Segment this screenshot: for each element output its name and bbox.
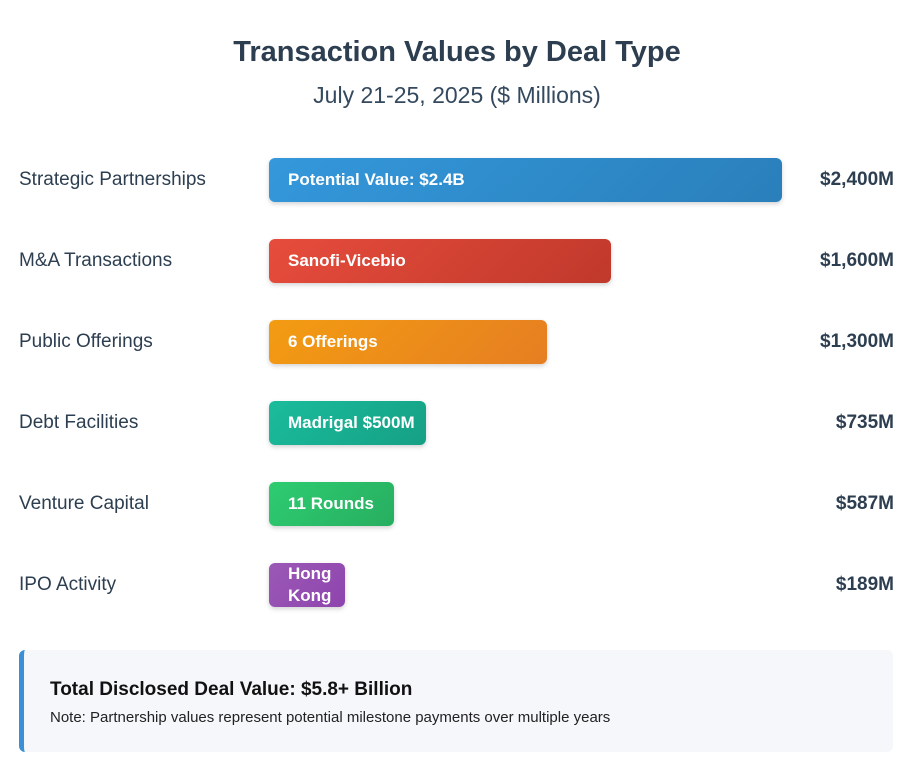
value-label: $587M [835, 493, 894, 514]
category-label: Venture Capital [19, 493, 149, 514]
bar: Hong Kong [269, 563, 345, 607]
bar-row: M&A Transactions Sanofi-Vicebio $1,600M [0, 239, 924, 283]
category-label: Strategic Partnerships [19, 169, 206, 190]
bar-label: Sanofi-Vicebio [288, 251, 406, 270]
bar: Madrigal $500M [269, 401, 426, 445]
category-label: Debt Facilities [19, 412, 139, 433]
summary-title: Total Disclosed Deal Value: $5.8+ Billio… [50, 679, 413, 700]
bar-label: 11 Rounds [288, 494, 374, 513]
value-label: $1,300M [820, 331, 894, 352]
bar-row: Debt Facilities Madrigal $500M $735M [0, 401, 924, 445]
bar: 6 Offerings [269, 320, 547, 364]
value-label: $735M [835, 412, 894, 433]
chart-subtitle: July 21-25, 2025 ($ Millions) [313, 82, 601, 108]
bar: 11 Rounds [269, 482, 394, 526]
category-label: Public Offerings [19, 331, 153, 352]
category-label: M&A Transactions [19, 250, 173, 271]
summary-box: Total Disclosed Deal Value: $5.8+ Billio… [19, 650, 893, 752]
bar-label: Hong Kong [288, 564, 332, 605]
category-label: IPO Activity [19, 574, 117, 595]
bar-label: Madrigal $500M [288, 413, 415, 432]
chart-title: Transaction Values by Deal Type [233, 36, 681, 68]
bar-row: IPO Activity Hong Kong $189M [0, 563, 924, 607]
value-label: $2,400M [820, 169, 894, 190]
bar-row: Public Offerings 6 Offerings $1,300M [0, 320, 924, 364]
bar: Potential Value: $2.4B [269, 158, 782, 202]
bar: Sanofi-Vicebio [269, 239, 611, 283]
value-label: $189M [835, 574, 894, 595]
bar-label: 6 Offerings [288, 332, 378, 351]
summary-note: Note: Partnership values represent poten… [50, 709, 611, 726]
value-label: $1,600M [820, 250, 894, 271]
bar-row: Strategic Partnerships Potential Value: $… [0, 158, 924, 202]
bar-row: Venture Capital 11 Rounds $587M [0, 482, 924, 526]
bar-label: Potential Value: $2.4B [288, 170, 465, 189]
